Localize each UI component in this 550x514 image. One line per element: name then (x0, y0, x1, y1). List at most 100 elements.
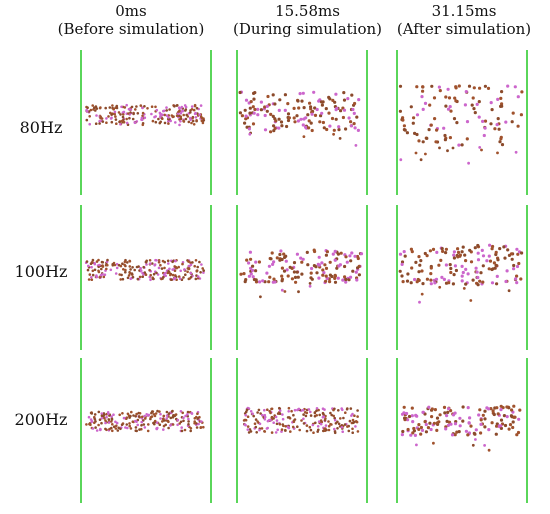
particle (309, 271, 313, 275)
particle (246, 428, 250, 431)
particle (143, 116, 147, 119)
particle (286, 118, 291, 123)
particle (132, 112, 135, 116)
particle (435, 428, 439, 432)
particle (414, 260, 418, 264)
particle (349, 124, 353, 128)
particle (299, 117, 303, 121)
panel-80hz-15ms (236, 50, 368, 195)
particle (273, 102, 277, 106)
particle (193, 112, 197, 116)
particle (516, 124, 520, 128)
particle (445, 414, 449, 418)
particle (238, 111, 242, 115)
particle (155, 271, 158, 275)
particle (238, 90, 242, 95)
particle (251, 105, 255, 109)
particle (126, 276, 130, 280)
particle (349, 407, 353, 410)
particle (103, 417, 106, 420)
particle (452, 250, 456, 254)
particle (418, 300, 421, 304)
particle (324, 424, 328, 427)
particle (317, 420, 321, 423)
particle (438, 146, 441, 150)
particle (191, 261, 194, 264)
particle (280, 124, 284, 128)
particle (333, 427, 336, 431)
particle (468, 416, 472, 420)
particle (466, 406, 470, 410)
particle (411, 420, 415, 424)
particle (511, 111, 515, 115)
particle (268, 409, 271, 413)
particle (167, 270, 170, 273)
particle (482, 133, 486, 138)
particle (425, 136, 429, 140)
particle (399, 158, 403, 162)
particle (183, 268, 186, 271)
particle (145, 263, 148, 266)
particle (95, 429, 99, 432)
particle (290, 277, 294, 281)
particle (324, 253, 328, 257)
particle (494, 250, 498, 254)
particle (461, 419, 465, 423)
particle (184, 273, 187, 276)
particle (472, 107, 476, 111)
particle (476, 258, 481, 262)
particle (302, 413, 305, 416)
particle (91, 269, 95, 273)
particle (349, 259, 353, 263)
particle (164, 271, 167, 275)
particle (424, 152, 427, 156)
particle (476, 275, 480, 280)
particle (111, 263, 114, 266)
particle (468, 248, 472, 252)
particle (141, 275, 144, 278)
particle (429, 272, 433, 276)
particle (125, 121, 129, 125)
particle (157, 261, 161, 264)
particle (272, 421, 275, 424)
particle (140, 424, 143, 427)
particle (410, 266, 414, 270)
particle (429, 427, 433, 432)
particle (114, 118, 118, 121)
left-wall (396, 358, 398, 503)
particle (281, 413, 284, 416)
particle (454, 99, 458, 103)
particle (249, 100, 253, 104)
particle (426, 426, 430, 430)
particle (516, 95, 520, 99)
particle (259, 295, 262, 299)
particle (490, 281, 495, 285)
particle (447, 281, 451, 285)
particle (248, 132, 252, 136)
particle (112, 425, 116, 428)
particle (442, 277, 446, 281)
particle (300, 419, 303, 422)
particle (117, 263, 121, 267)
particle (496, 258, 500, 262)
particle (280, 288, 284, 292)
particle (402, 250, 406, 254)
particle (150, 410, 154, 413)
particle (444, 263, 448, 267)
particle (114, 272, 118, 275)
particle (90, 278, 94, 281)
particle (465, 137, 469, 141)
particle (474, 428, 478, 432)
particle (285, 124, 289, 129)
particle (423, 251, 427, 256)
particle (296, 119, 300, 123)
particle (351, 269, 355, 273)
particle (311, 423, 315, 427)
particle-cloud (400, 404, 522, 452)
particle (317, 276, 321, 280)
particle (134, 415, 137, 418)
particle (466, 272, 470, 276)
particle (191, 119, 195, 123)
particle (517, 261, 521, 266)
particle (481, 413, 485, 417)
